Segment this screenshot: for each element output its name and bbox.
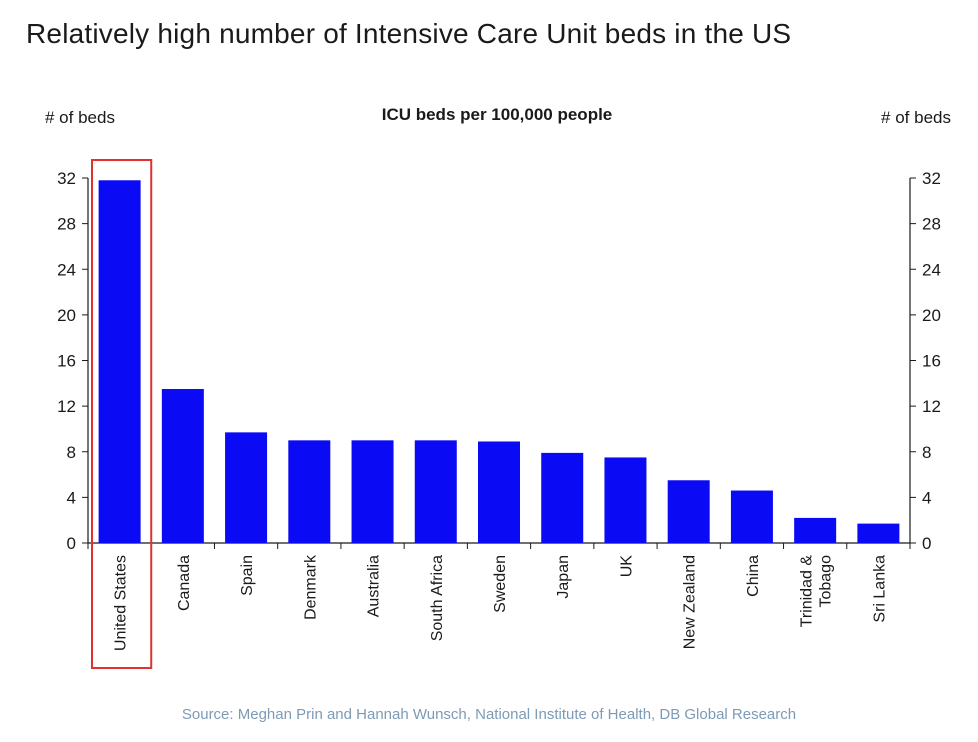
bar: [667, 480, 710, 543]
source-note: Source: Meghan Prin and Hannah Wunsch, N…: [181, 706, 797, 723]
bar: [857, 523, 900, 543]
left-y-tick-label: 12: [57, 397, 76, 416]
bar: [478, 441, 520, 543]
category-label: United States: [113, 555, 130, 651]
chart-bars: [98, 180, 900, 543]
right-y-tick-label: 20: [922, 306, 941, 325]
left-y-tick-label: 20: [57, 306, 76, 325]
left-y-tick-label: 16: [57, 352, 76, 371]
right-y-tick-label: 8: [922, 443, 931, 462]
category-label: South Africa: [429, 555, 446, 641]
category-label: Canada: [176, 555, 193, 611]
right-y-tick-label: 24: [922, 260, 941, 279]
right-y-tick-label: 0: [922, 534, 931, 553]
bar: [604, 457, 647, 543]
category-label: UK: [618, 555, 635, 578]
bar: [225, 432, 268, 543]
right-y-tick-label: 28: [922, 215, 941, 234]
left-y-tick-label: 24: [57, 260, 76, 279]
left-y-axis-label: # of beds: [45, 108, 115, 127]
chart-title: ICU beds per 100,000 people: [382, 105, 613, 124]
bar: [414, 440, 457, 543]
category-label: Denmark: [302, 554, 319, 620]
bar: [288, 440, 331, 543]
bar: [730, 490, 773, 543]
category-label: Sweden: [492, 555, 509, 613]
right-y-tick-label: 32: [922, 169, 941, 188]
bar: [161, 389, 204, 543]
category-label: Japan: [555, 555, 572, 599]
category-label: Trinidad &: [799, 555, 816, 628]
bar: [98, 180, 141, 543]
left-y-tick-label: 28: [57, 215, 76, 234]
right-y-axis-label: # of beds: [881, 108, 951, 127]
category-label: Sri Lanka: [871, 555, 888, 623]
bar: [794, 517, 837, 543]
category-label: Spain: [239, 555, 256, 596]
category-label: New Zealand: [682, 555, 699, 649]
bar: [541, 452, 584, 543]
right-y-tick-label: 12: [922, 397, 941, 416]
left-y-tick-label: 4: [67, 488, 76, 507]
united-states-highlight-box: [91, 159, 153, 669]
category-label: Tobago: [818, 555, 835, 608]
right-y-tick-label: 4: [922, 488, 931, 507]
bar: [351, 440, 394, 543]
left-y-tick-label: 8: [67, 443, 76, 462]
left-y-tick-label: 32: [57, 169, 76, 188]
category-label: China: [745, 555, 762, 597]
category-labels: United States Canada Spain Denmark Australia…: [113, 554, 889, 651]
right-y-tick-label: 16: [922, 352, 941, 371]
left-y-tick-label: 0: [67, 534, 76, 553]
page-headline: Relatively high number of Intensive Care…: [26, 18, 792, 49]
category-label: Australia: [366, 555, 383, 617]
